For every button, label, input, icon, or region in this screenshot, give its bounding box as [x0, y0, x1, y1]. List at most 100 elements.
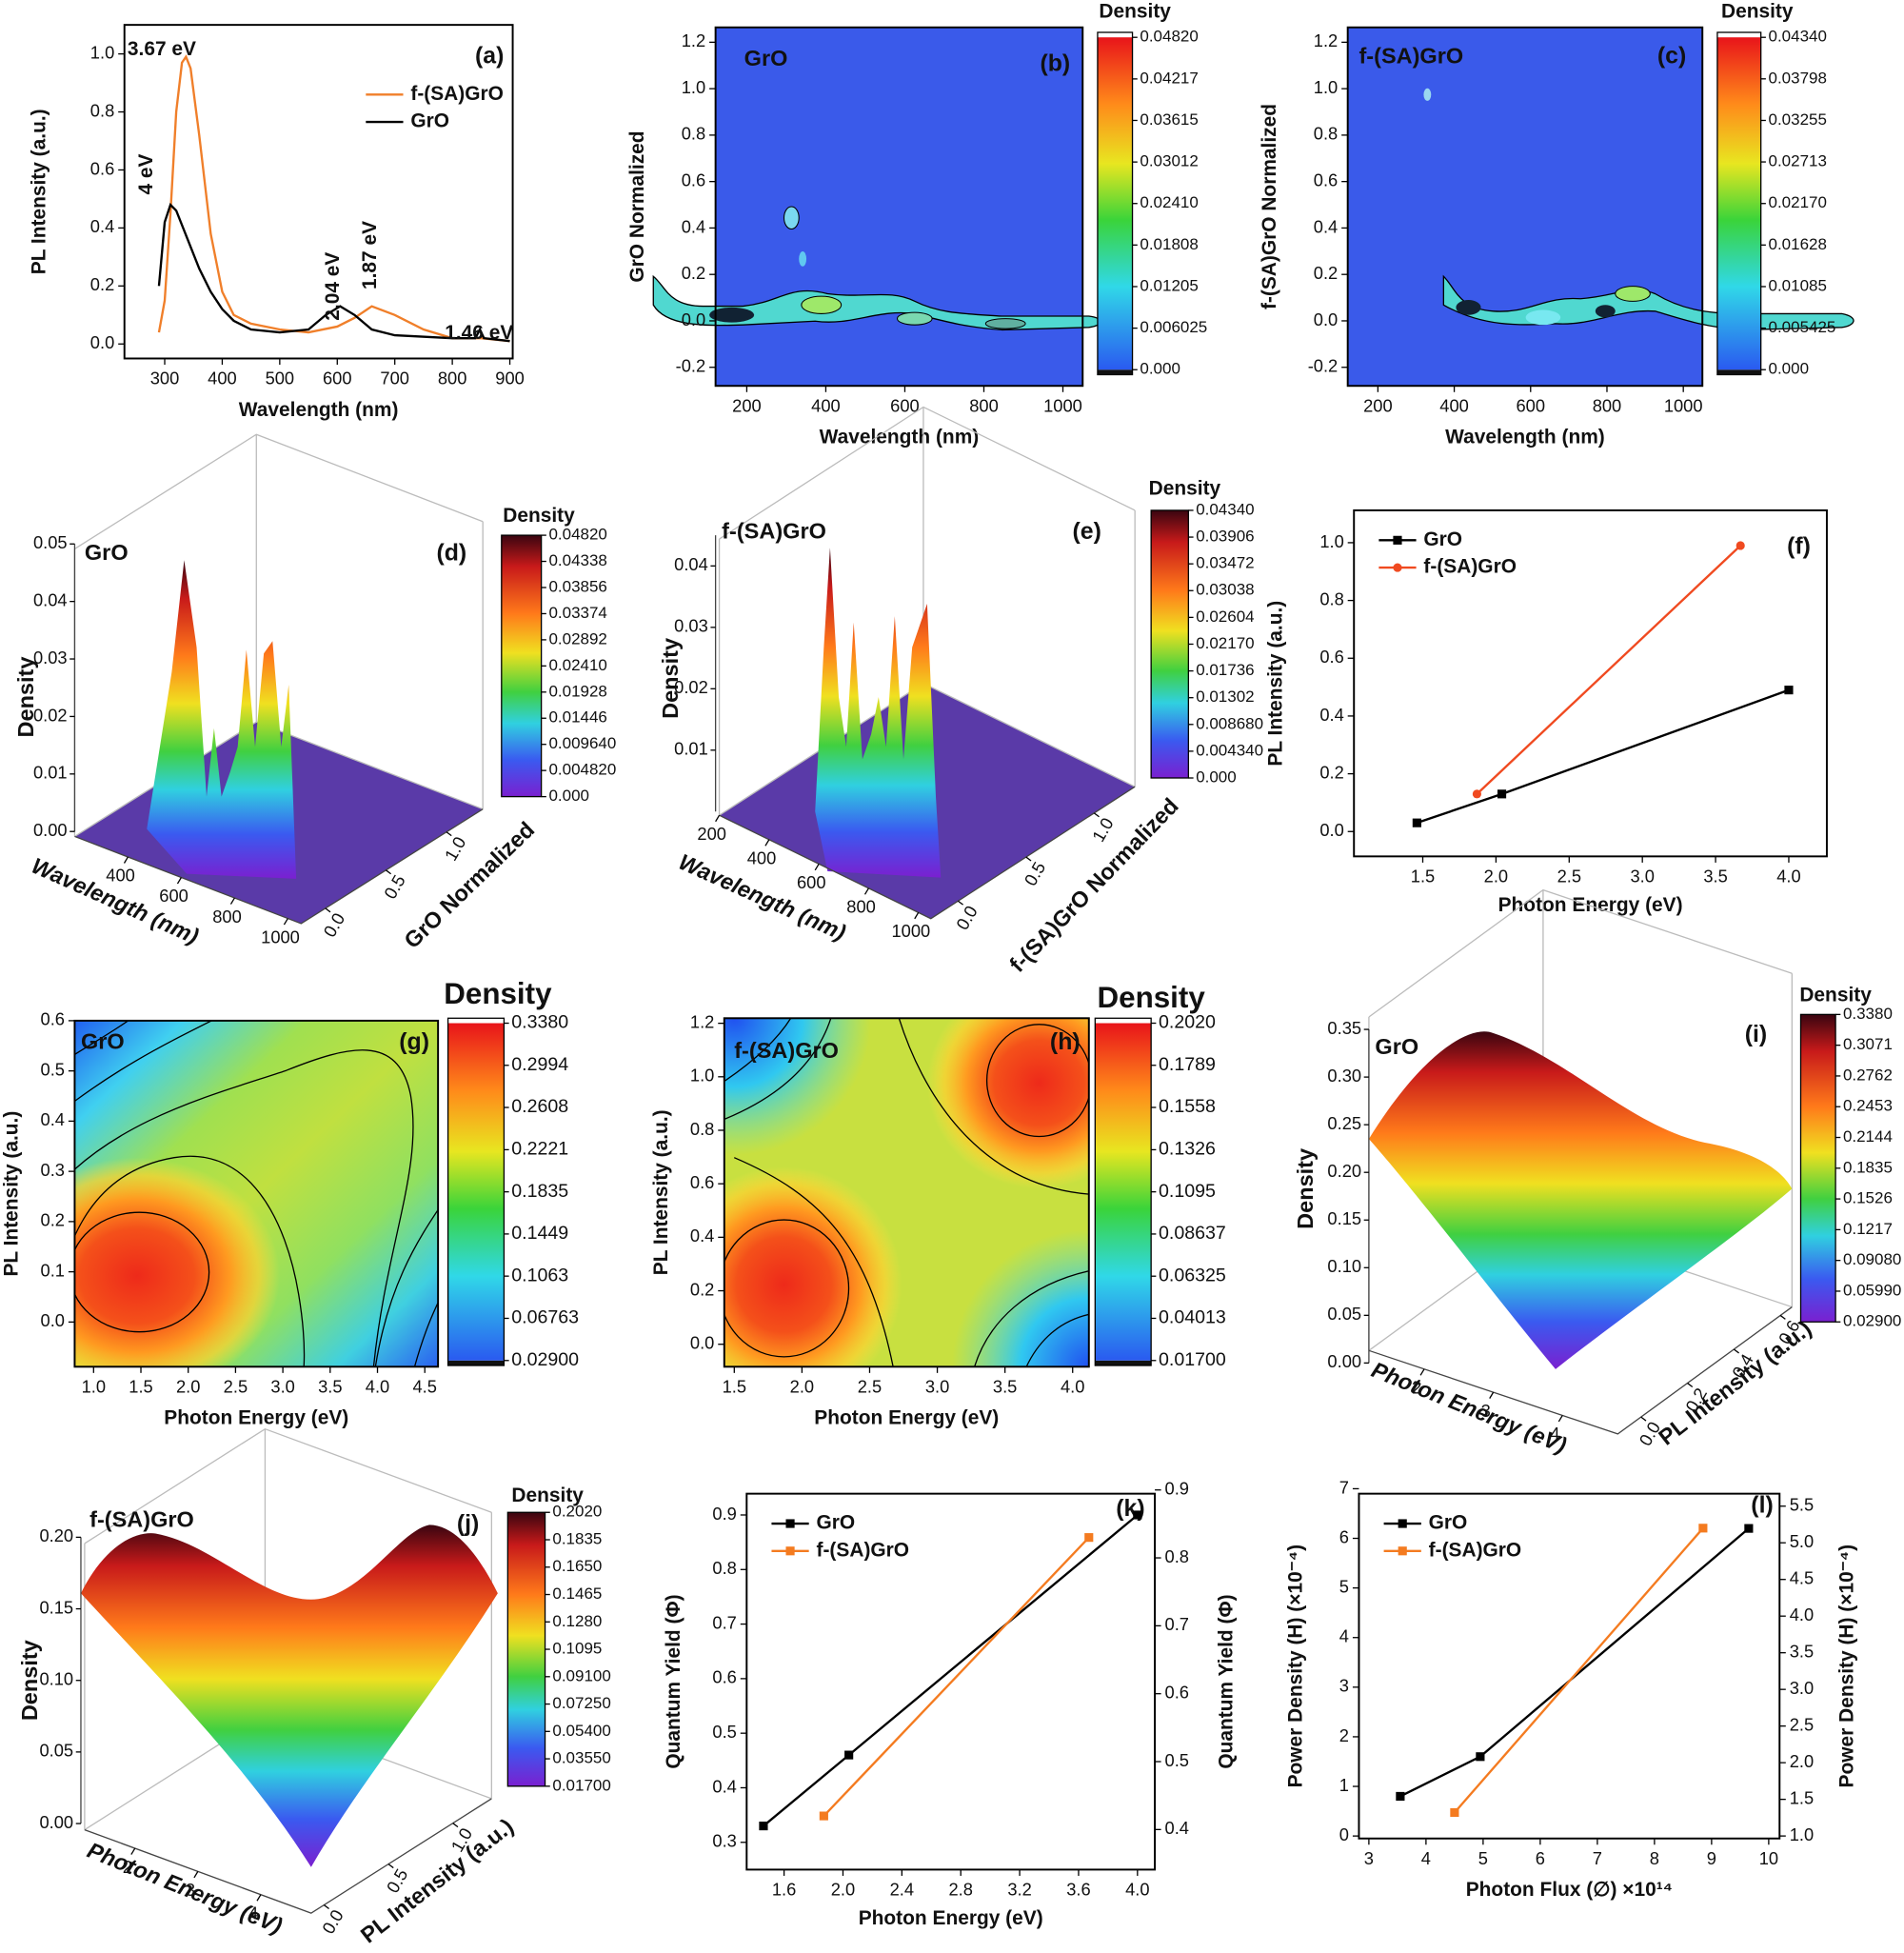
x-tick-label: 300	[150, 369, 180, 389]
x-tick-label: 700	[380, 369, 409, 389]
z-tick-label: 0.25	[1327, 1113, 1361, 1133]
x-axis-label: Photon Energy (eV)	[164, 1407, 348, 1429]
y2-axis-label: Quantum Yield (Φ)	[1215, 1594, 1237, 1768]
y-tick-label: 5	[1339, 1576, 1349, 1596]
y-tick-label: 0.2	[690, 1279, 714, 1299]
plot-frame	[1353, 508, 1828, 858]
z-tick-label: 0.05	[39, 1741, 73, 1761]
legend-label: f-(SA)GrO	[410, 83, 504, 105]
colorbar-tick-label: 0.08637	[1159, 1223, 1226, 1244]
colorbar-tick-label: 0.1650	[552, 1557, 602, 1575]
x-tick	[1557, 1415, 1563, 1423]
y-tick-label: 0.6	[682, 169, 705, 189]
marker	[759, 1822, 768, 1831]
marker	[844, 1750, 854, 1760]
axis-line	[1368, 1306, 1793, 1435]
colorbar-bottom	[447, 1360, 505, 1366]
z-tick-label: 0.20	[1327, 1161, 1361, 1181]
x-tick-label: 400	[811, 395, 841, 415]
z-tick-label: 0.02	[33, 705, 68, 725]
legend-label: GrO	[1429, 1512, 1468, 1534]
colorbar-tick-label: 0.03472	[1196, 554, 1254, 572]
x-tick	[764, 839, 770, 847]
y-tick	[1687, 1383, 1694, 1388]
annotation: 4 eV	[135, 153, 157, 194]
x-tick-label: 3.5	[1703, 866, 1727, 886]
y2-tick-label: 0.6	[1165, 1683, 1189, 1703]
marker	[1476, 1752, 1485, 1762]
x-tick	[1489, 1391, 1495, 1399]
legend-label: GrO	[1423, 528, 1462, 550]
legend-label: f-(SA)GrO	[1429, 1539, 1522, 1561]
x-tick	[283, 918, 288, 926]
colorbar-tick-label: 0.1835	[511, 1181, 568, 1202]
colorbar-tick-label: 0.1217	[1843, 1220, 1893, 1238]
y-tick-label: 0.0	[90, 332, 114, 352]
series-line	[1416, 688, 1790, 825]
x-tick	[123, 856, 129, 864]
x-tick-label: 10	[1759, 1848, 1778, 1868]
y2-tick-label: 2.5	[1790, 1714, 1814, 1734]
colorbar-bottom	[1097, 369, 1133, 375]
y-tick-label: 0.0	[1314, 309, 1338, 329]
y2-tick-label: 0.9	[1165, 1479, 1189, 1499]
colorbar-tick-label: 0.03906	[1196, 528, 1254, 546]
x-tick-label: 800	[1593, 395, 1622, 415]
colorbar-tick-label: 0.1835	[552, 1529, 602, 1547]
colorbar-tick-label: 0.2762	[1843, 1066, 1893, 1084]
annotation: 1.87 eV	[359, 221, 381, 289]
legend-label: f-(SA)GrO	[1423, 556, 1517, 578]
colorbar-tick-label: 0.008680	[1196, 714, 1263, 732]
axis-line	[84, 1798, 492, 1914]
colorbar-top	[1716, 31, 1761, 38]
y-tick	[1093, 812, 1100, 818]
z-axis-label: Density	[658, 638, 683, 719]
x-tick-label: 4	[1421, 1848, 1431, 1868]
y-tick-label: 0.6	[1314, 169, 1338, 189]
y-tick-label: 0.0	[682, 309, 705, 329]
marker	[819, 1811, 828, 1821]
y-tick-label: 6	[1339, 1526, 1349, 1546]
x-tick-label: 2	[123, 1857, 132, 1877]
x-tick-label: 200	[1363, 395, 1393, 415]
colorbar-tick-label: 0.2020	[1159, 1012, 1216, 1033]
y-axis-label: Quantum Yield (Φ)	[663, 1594, 684, 1768]
marker	[1497, 789, 1507, 799]
panel-label: (f)	[1787, 534, 1811, 560]
y-tick-label: 0.2	[682, 263, 705, 283]
colorbar-tick-label: 0.1095	[1159, 1181, 1216, 1202]
density-field	[74, 1020, 439, 1367]
y-tick-label: 1.0	[690, 1066, 714, 1086]
x-tick-label: 600	[1517, 395, 1546, 415]
plot-frame	[73, 1019, 440, 1368]
colorbar-tick-label: 0.01928	[548, 682, 606, 700]
colorbar-title: Density	[1799, 984, 1872, 1006]
series-line	[1453, 1527, 1704, 1814]
x-axis-label: Photon Energy (eV)	[84, 1838, 286, 1939]
colorbar-tick-label: 0.004340	[1196, 741, 1263, 759]
x-tick-label: 3.0	[925, 1376, 949, 1396]
x-tick-label: 800	[969, 395, 999, 415]
density-field	[1347, 27, 1854, 387]
y-tick-label: 0.5	[380, 871, 409, 903]
colorbar-tick-label: 0.000	[548, 787, 589, 805]
x-axis-label: Photon Energy (eV)	[814, 1407, 999, 1429]
colorbar-tick-label: 0.3380	[511, 1012, 568, 1033]
panel-title: f-(SA)GrO	[722, 519, 826, 544]
x-tick-label: 2.0	[790, 1376, 814, 1396]
x-tick-label: 800	[212, 907, 242, 927]
z-tick-label: 0.01	[33, 763, 68, 783]
x-tick-label: 4.0	[1776, 866, 1800, 886]
frame-edge	[1368, 888, 1793, 1018]
y2-tick-label: 1.0	[1790, 1824, 1814, 1844]
z-tick-label: 0.10	[1327, 1256, 1361, 1276]
y2-tick-label: 0.4	[1165, 1818, 1189, 1838]
colorbar-title: Density	[444, 977, 552, 1010]
colorbar-tick-label: 0.06763	[511, 1307, 579, 1328]
x-tick-label: 500	[266, 369, 295, 389]
panel-label: (e)	[1073, 519, 1101, 545]
panel-label: (i)	[1745, 1022, 1767, 1047]
x-tick-label: 1000	[1664, 395, 1703, 415]
surface	[147, 560, 297, 879]
z-tick-label: 0.04	[674, 554, 708, 574]
